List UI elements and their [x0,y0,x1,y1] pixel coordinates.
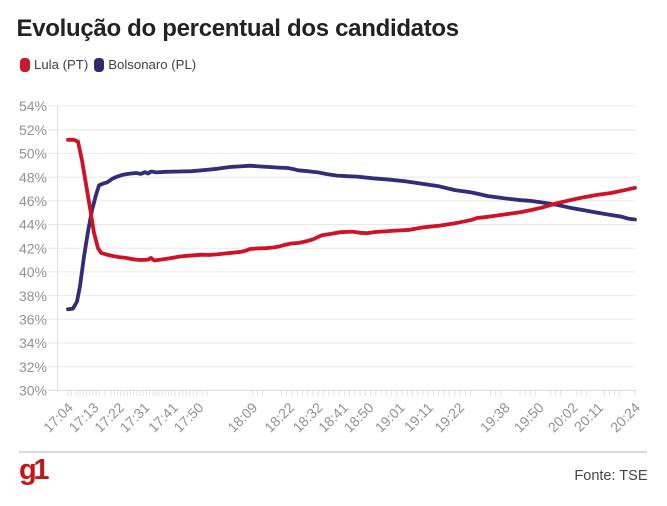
svg-text:44%: 44% [19,217,47,233]
svg-text:48%: 48% [19,169,47,185]
svg-text:50%: 50% [19,146,47,162]
svg-text:38%: 38% [19,288,47,304]
svg-text:17:50: 17:50 [170,399,206,435]
svg-text:19:11: 19:11 [401,399,437,435]
svg-text:40%: 40% [19,264,47,280]
svg-text:19:22: 19:22 [431,399,467,435]
svg-text:36%: 36% [19,312,47,328]
svg-text:34%: 34% [19,335,47,351]
svg-text:18:50: 18:50 [341,399,377,435]
svg-text:46%: 46% [19,193,47,209]
svg-text:19:01: 19:01 [372,399,408,435]
svg-text:19:50: 19:50 [511,399,547,435]
svg-text:18:22: 18:22 [261,399,297,435]
svg-text:17:31: 17:31 [117,399,153,435]
svg-text:20:24: 20:24 [607,399,643,435]
svg-text:32%: 32% [19,359,47,375]
svg-text:52%: 52% [19,122,47,138]
svg-text:19:38: 19:38 [477,399,513,435]
svg-text:30%: 30% [19,383,47,399]
svg-text:54%: 54% [19,98,47,114]
svg-text:20:02: 20:02 [545,399,581,435]
svg-text:42%: 42% [19,240,47,256]
svg-text:20:11: 20:11 [571,399,607,435]
svg-text:18:09: 18:09 [224,399,260,435]
